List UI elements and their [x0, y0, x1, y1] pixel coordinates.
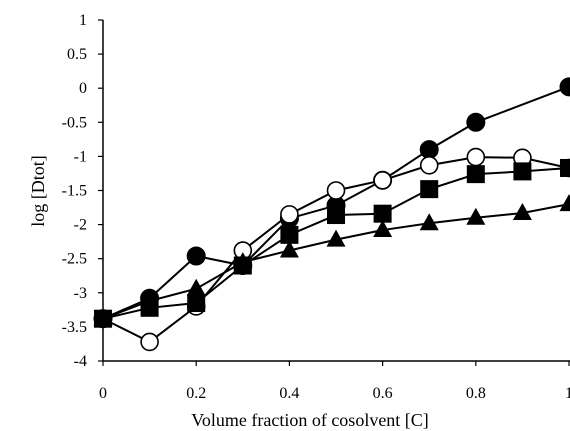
y-tick-label: 1 — [79, 12, 87, 29]
filled-square-marker — [280, 225, 299, 244]
y-axis-label: log [Dtot] — [28, 155, 48, 227]
filled-square-marker — [513, 162, 532, 181]
open-circle-marker — [280, 205, 299, 224]
y-tick-label: 0 — [79, 80, 87, 97]
filled-square-marker — [327, 206, 346, 225]
filled-triangle-marker — [512, 203, 532, 221]
filled-circle-marker — [419, 140, 439, 160]
series-open-circle — [93, 147, 570, 352]
filled-triangle-marker — [279, 240, 299, 258]
filled-square-marker — [560, 158, 570, 177]
filled-triangle-marker — [466, 207, 486, 225]
open-circle-marker — [419, 155, 439, 175]
x-tick-label: 0 — [99, 385, 107, 402]
filled-triangle-marker — [559, 194, 570, 212]
open-circle-marker — [326, 181, 346, 200]
y-tick-label: -3 — [74, 285, 87, 302]
y-tick-label: -1.5 — [62, 183, 87, 200]
ticks: 1 0.5 0 -0.5 -1 -1.5 -2 -2.5 -3 -3.5 -4 0 0.2 0.4 0.6 0… — [62, 12, 570, 402]
open-circle-marker — [373, 170, 392, 190]
filled-circle-marker — [186, 246, 206, 266]
filled-triangle-marker — [186, 278, 206, 296]
x-tick-label: 0.6 — [373, 385, 393, 402]
open-circle-marker — [140, 332, 159, 352]
filled-circle-marker — [466, 112, 486, 132]
series-layer — [93, 77, 570, 352]
y-tick-label: -3.5 — [62, 319, 87, 336]
filled-triangle-marker — [233, 252, 253, 270]
x-tick-label: 0.8 — [466, 385, 486, 402]
filled-square-marker — [373, 204, 392, 223]
filled-circle-marker — [559, 77, 570, 97]
y-tick-label: -0.5 — [62, 114, 87, 131]
x-tick-label: 0.4 — [279, 385, 299, 402]
filled-triangle-marker — [373, 220, 393, 238]
y-tick-label: -2 — [74, 217, 87, 234]
series-filled-circle — [93, 77, 570, 329]
filled-triangle-marker — [419, 213, 439, 231]
x-tick-label: 1 — [565, 385, 570, 402]
filled-square-marker — [420, 180, 439, 199]
open-circle-marker — [466, 147, 486, 167]
y-tick-label: 0.5 — [67, 46, 87, 63]
y-tick-label: -2.5 — [62, 251, 87, 268]
filled-triangle-marker — [140, 290, 160, 308]
filled-square-marker — [187, 294, 206, 313]
series-line — [102, 85, 570, 320]
x-tick-label: 0.2 — [186, 385, 206, 402]
filled-triangle-marker — [326, 229, 346, 247]
series-filled-triangle — [93, 194, 570, 326]
filled-square-marker — [466, 165, 485, 184]
filled-triangle-marker — [93, 308, 113, 326]
y-tick-label: -4 — [74, 353, 87, 370]
x-axis-label: Volume fraction of cosolvent [C] — [191, 410, 429, 430]
y-tick-label: -1 — [74, 148, 87, 165]
